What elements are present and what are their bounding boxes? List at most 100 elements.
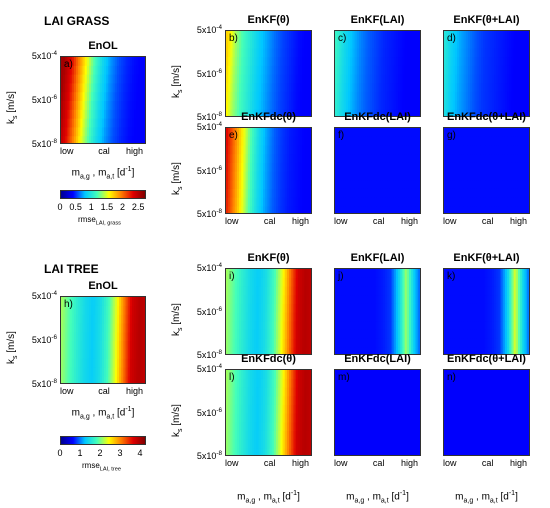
heatmap-cell — [267, 154, 271, 164]
heatmap-cell — [299, 378, 303, 388]
heatmap-cell — [463, 277, 467, 287]
heatmap-cell — [304, 312, 308, 322]
heatmap-cell — [371, 171, 375, 181]
heatmap-cell — [404, 154, 408, 164]
heatmap-cell — [310, 197, 311, 207]
x-axis-label-unit: [d — [114, 407, 126, 419]
heatmap-cell — [247, 347, 251, 354]
heatmap-cell — [63, 323, 66, 333]
heatmap-cell — [365, 338, 369, 348]
heatmap-cell — [280, 91, 284, 102]
heatmap-cell — [496, 57, 499, 67]
heatmap-cell — [361, 109, 364, 116]
heatmap-cell — [515, 206, 519, 213]
heatmap-cell — [302, 48, 305, 58]
heatmap-cell — [254, 439, 258, 449]
heatmap-cell — [245, 387, 249, 397]
heatmap-cell — [354, 145, 358, 155]
heatmap-cell — [116, 92, 120, 102]
heatmap-cell — [378, 188, 382, 199]
heatmap-cell — [119, 305, 122, 316]
heatmap-cell — [73, 74, 77, 84]
heatmap-cell — [293, 303, 297, 314]
heatmap-cell — [345, 171, 349, 181]
heatmap-cell — [97, 314, 101, 324]
heatmap-cell — [478, 329, 482, 340]
heatmap-cell — [129, 323, 133, 333]
heatmap-cell — [339, 197, 343, 207]
heatmap-cell — [228, 145, 231, 155]
heatmap-cell — [136, 101, 139, 111]
heatmap-cell — [363, 39, 367, 49]
heatmap-cell — [291, 387, 295, 397]
heatmap-cell — [461, 57, 465, 67]
heatmap-cell — [348, 74, 351, 84]
heatmap-cell — [350, 303, 353, 314]
heatmap-cell — [524, 188, 528, 199]
heatmap-cell — [262, 269, 266, 279]
heatmap-cell — [419, 83, 420, 93]
heatmap-cell — [284, 430, 288, 441]
heatmap-cell — [144, 323, 145, 333]
heatmap-cell — [116, 376, 120, 383]
heatmap-cell — [367, 321, 371, 331]
heatmap-cell — [367, 370, 371, 380]
heatmap-cell — [129, 332, 133, 342]
heatmap-cell — [369, 100, 373, 110]
heatmap-cell — [80, 101, 84, 111]
heatmap-cell — [80, 136, 84, 143]
heatmap-cell — [78, 314, 81, 324]
heatmap-cell — [389, 91, 393, 102]
heatmap-cell — [348, 83, 351, 93]
heatmap-cell — [395, 303, 399, 314]
heatmap-cell — [269, 396, 273, 406]
heatmap-cell — [507, 180, 510, 190]
heatmap-cell — [88, 101, 92, 111]
heatmap-cell — [228, 197, 231, 207]
heatmap-cell — [507, 206, 510, 213]
heatmap-cell — [457, 180, 460, 190]
heatmap-cell — [252, 91, 255, 102]
heatmap-cell — [494, 83, 497, 93]
heatmap-cell — [452, 100, 456, 110]
heatmap-cell — [123, 109, 127, 120]
heatmap-cell — [91, 65, 94, 76]
heatmap-cell — [361, 74, 364, 84]
heatmap-cell — [520, 109, 523, 116]
heatmap-cell — [444, 197, 447, 207]
heatmap-cell — [361, 100, 364, 110]
heatmap-cell — [378, 39, 382, 49]
heatmap-cell — [494, 329, 497, 340]
heatmap-cell — [522, 269, 526, 279]
heatmap-cell — [509, 109, 513, 116]
heatmap-cell — [348, 57, 351, 67]
heatmap-cell — [337, 145, 340, 155]
heatmap-cell — [395, 321, 399, 331]
heatmap-cell — [345, 286, 349, 296]
heatmap-cell — [61, 297, 64, 307]
heatmap-cell — [444, 188, 447, 199]
heatmap-cell — [509, 39, 513, 49]
heatmap-cell — [249, 312, 253, 322]
heatmap-cell — [278, 378, 281, 388]
heatmap-cell — [78, 341, 81, 351]
heatmap-cell — [65, 314, 69, 324]
heatmap-cell — [278, 65, 281, 76]
heatmap-cell — [289, 136, 292, 146]
heatmap-cell — [413, 128, 417, 138]
y-tick-label: 5x10-4 — [179, 262, 222, 273]
heatmap-cell — [348, 154, 351, 164]
heatmap-cell — [450, 57, 454, 67]
heatmap-cell — [252, 57, 255, 67]
y-tick-exp: -6 — [51, 94, 57, 101]
heatmap-cell — [293, 91, 297, 102]
heatmap-cell — [63, 83, 66, 93]
heatmap-cell — [474, 48, 478, 58]
heatmap-cell — [243, 430, 247, 441]
heatmap-cell — [293, 100, 297, 110]
heatmap-cell — [226, 188, 229, 199]
heatmap-cell — [485, 83, 489, 93]
heatmap-cell — [310, 65, 311, 76]
heatmap-cell — [522, 171, 526, 181]
heatmap-cell — [461, 269, 465, 279]
